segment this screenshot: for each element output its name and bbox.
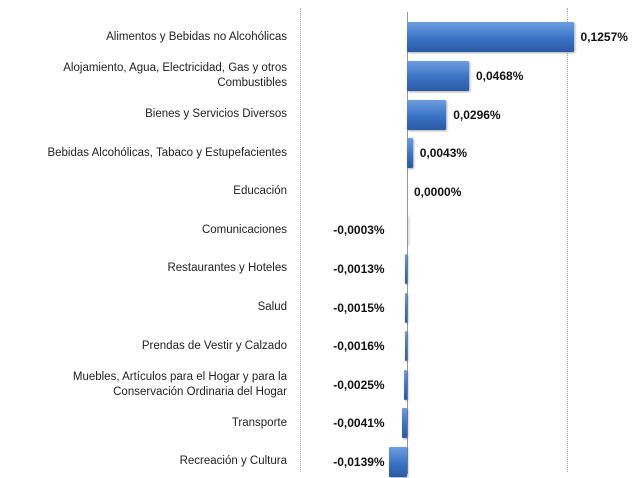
category-label: Prendas de Vestir y Calzado: [141, 339, 287, 352]
category-label: Comunicaciones: [201, 223, 287, 236]
value-label: -0,0003%: [333, 223, 385, 238]
value-label: -0,0041%: [333, 416, 385, 431]
bar: [404, 331, 407, 362]
value-label: 0,0468%: [476, 68, 524, 83]
category-label: Alimentos y Bebidas no Alcohólicas: [106, 30, 287, 43]
bar: [403, 369, 407, 400]
category-label: Bienes y Servicios Diversos: [145, 108, 287, 120]
category-label: Bebidas Alcohólicas, Tabaco y Estupefaci…: [47, 146, 287, 159]
category-label: Transporte: [231, 416, 287, 429]
category-label: Muebles, Artículos para el Hogar y para …: [72, 370, 287, 398]
bar: [407, 22, 574, 53]
value-label: -0,0016%: [333, 339, 385, 354]
category-label: Educación: [233, 185, 287, 198]
value-label: -0,0015%: [333, 300, 385, 315]
value-label: 0,0043%: [419, 146, 468, 161]
bar: [388, 446, 407, 477]
value-label: 0,1257%: [580, 30, 628, 45]
bar: [401, 408, 407, 439]
category-label: Alojamiento, Agua, Electricidad, Gas y o…: [63, 61, 287, 89]
value-label: -0,0139%: [333, 454, 385, 469]
value-label: 0,0296%: [453, 107, 501, 122]
category-label: Restaurantes y Hoteles: [167, 262, 287, 275]
bar: [405, 292, 407, 323]
axis-line: [407, 12, 408, 474]
value-label: -0,0025%: [333, 377, 385, 392]
value-label: -0,0013%: [333, 261, 385, 276]
bar: [407, 138, 413, 169]
plot-border: [300, 8, 301, 472]
plot-border: [567, 8, 568, 472]
category-label: Salud: [257, 301, 287, 313]
bar: [407, 60, 469, 91]
bar: [407, 99, 447, 130]
category-label: Recreación y Cultura: [179, 455, 287, 468]
bar: [405, 253, 407, 284]
value-label: 0,0000%: [414, 184, 462, 199]
